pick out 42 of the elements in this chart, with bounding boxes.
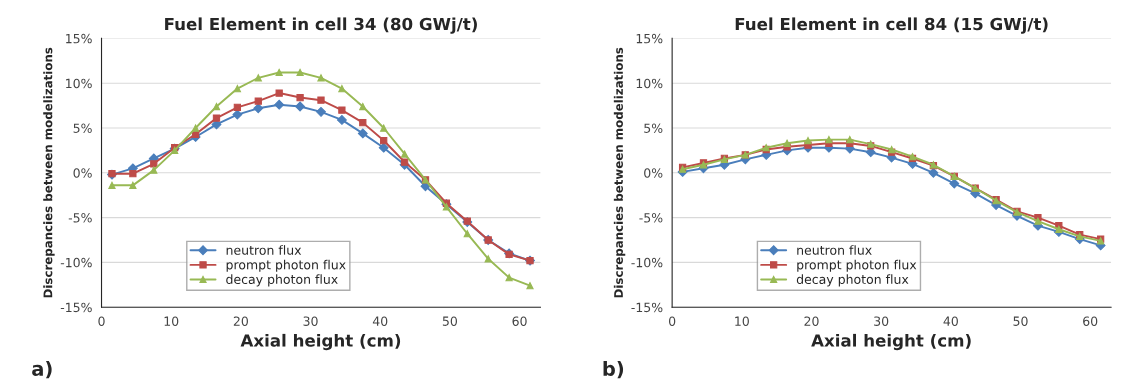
y-tick-label: 5% <box>73 123 92 133</box>
chart-title: Fuel Element in cell 34 (80 GWj/t) <box>165 17 477 34</box>
y-tick-label: -15% <box>631 302 663 313</box>
x-tick-label: 20 <box>804 316 819 326</box>
y-axis-title: Discrepancies between modelizations <box>43 47 55 298</box>
x-tick-label: 0 <box>98 316 105 326</box>
legend-label: neutron flux <box>226 245 302 255</box>
x-axis-title: Axial height (cm) <box>240 333 401 351</box>
y-axis-title: Discrepancies between modelizations <box>613 47 626 298</box>
y-tick-label: -10% <box>60 257 92 268</box>
legend-label: prompt photon flux <box>797 259 917 272</box>
y-tick-label: 5% <box>644 123 663 133</box>
y-tick-label: 10% <box>636 78 663 89</box>
x-tick-label: 20 <box>233 316 248 326</box>
y-tick-label: -5% <box>68 213 92 223</box>
text: b) <box>603 360 624 379</box>
chart-title: Fuel Element in cell 84 (15 GWj/t) <box>735 17 1048 34</box>
y-tick-label: -15% <box>60 302 92 313</box>
x-tick-label: 10 <box>164 316 179 326</box>
x-tick-label: 60 <box>1083 316 1098 326</box>
x-tick-label: 40 <box>372 316 388 326</box>
y-tick-label: 0% <box>644 168 663 178</box>
legend-label: neutron flux <box>797 245 872 255</box>
x-tick-label: 10 <box>735 316 749 326</box>
y-tick-label: -10% <box>631 257 663 268</box>
y-tick-label: 0% <box>73 168 92 178</box>
legend-label: decay photon flux <box>796 274 909 287</box>
x-tick-label: 50 <box>1013 316 1028 326</box>
legend-label: decay photon flux <box>226 274 338 287</box>
x-tick-label: 30 <box>303 316 318 326</box>
text: a) <box>32 360 52 379</box>
x-tick-label: 30 <box>874 316 889 326</box>
y-tick-label: 10% <box>66 78 92 89</box>
x-tick-label: 40 <box>943 316 958 326</box>
x-tick-label: 60 <box>512 316 527 326</box>
x-tick-label: 0 <box>668 316 676 326</box>
x-axis-title: Axial height (cm) <box>811 333 971 351</box>
y-tick-label: -5% <box>639 213 663 223</box>
y-tick-label: 15% <box>636 33 663 44</box>
x-tick-label: 50 <box>442 316 458 326</box>
legend-label: prompt photon flux <box>226 259 346 272</box>
y-tick-label: 15% <box>66 33 92 44</box>
